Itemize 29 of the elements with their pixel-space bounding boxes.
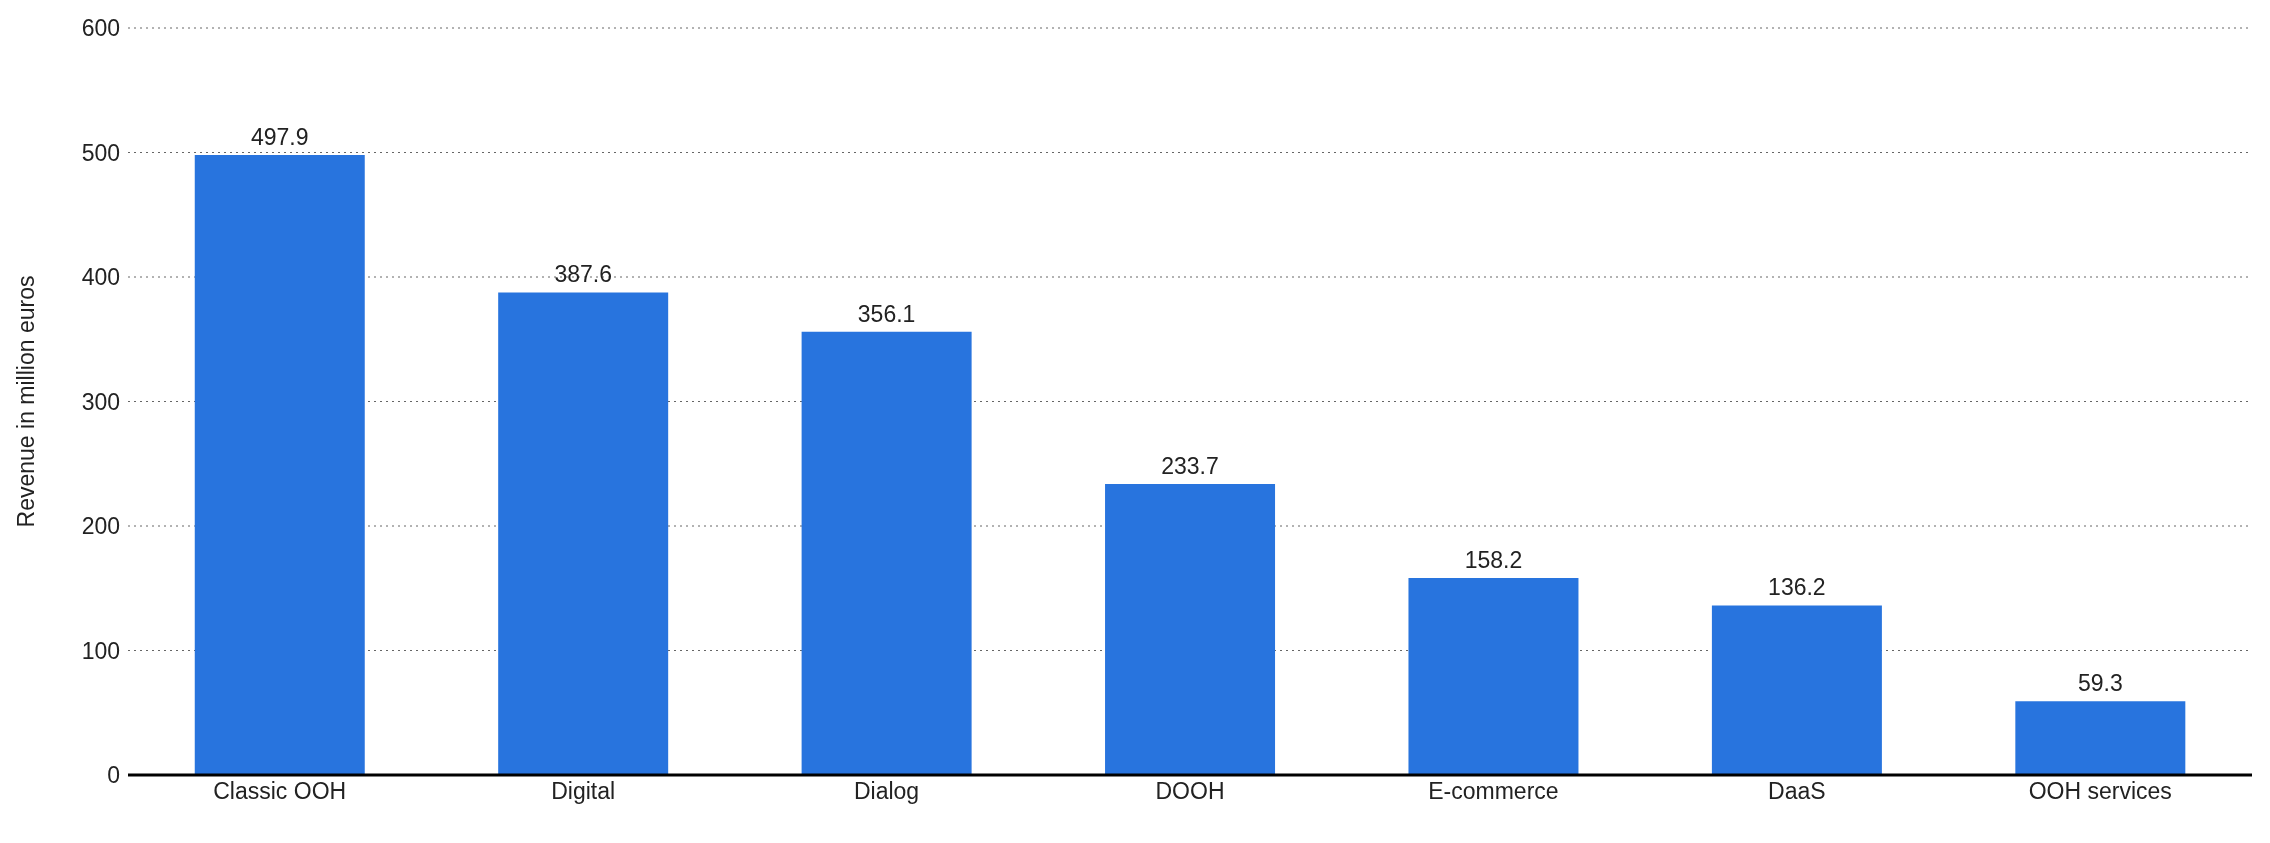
data-label: 233.7	[1161, 453, 1219, 480]
bar	[2015, 701, 2186, 775]
bar	[801, 331, 972, 775]
x-tick-label: OOH services	[2028, 778, 2172, 805]
y-tick-label: 300	[81, 388, 120, 415]
data-label: 497.9	[250, 124, 309, 151]
data-label: 158.2	[1464, 547, 1523, 574]
y-tick-label: 600	[81, 15, 120, 42]
data-label: 59.3	[2077, 670, 2123, 697]
y-tick-label: 0	[107, 762, 120, 789]
x-tick-label: E-commerce	[1428, 778, 1559, 805]
x-tick-label: Classic OOH	[213, 778, 347, 805]
bar	[1105, 484, 1276, 775]
x-tick-label: Dialog	[853, 778, 920, 805]
x-tick-label: DaaS	[1768, 778, 1826, 805]
bar	[194, 155, 365, 775]
y-tick-label: 100	[81, 637, 120, 664]
x-tick-label: Digital	[551, 778, 616, 805]
bar	[498, 292, 669, 775]
data-label: 356.1	[857, 300, 916, 327]
y-tick-label: 400	[81, 264, 120, 291]
bar	[1711, 605, 1882, 775]
y-tick-label: 500	[81, 139, 120, 166]
y-axis-title: Revenue in million euros	[13, 275, 40, 528]
data-label: 136.2	[1768, 574, 1826, 601]
data-label: 387.6	[554, 261, 612, 288]
bar	[1408, 578, 1579, 775]
x-tick-label: DOOH	[1155, 778, 1225, 805]
y-tick-label: 200	[81, 513, 120, 540]
